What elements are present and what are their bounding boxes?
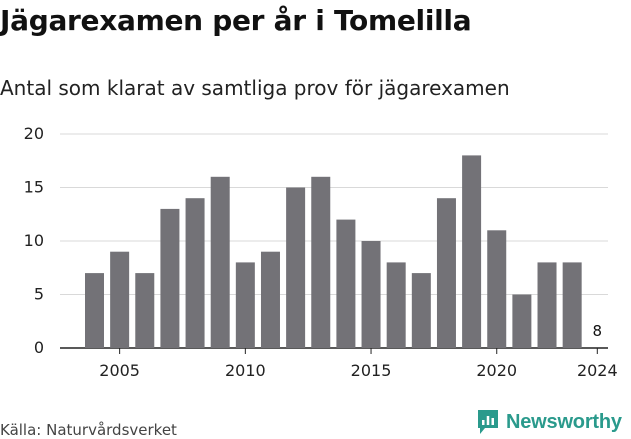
source-note: Källa: Naturvårdsverket [0,421,177,439]
x-tick-label: 2010 [225,361,266,380]
bar [85,273,104,348]
x-tick-label: 2015 [351,361,392,380]
bars [85,155,582,348]
bar [562,262,582,348]
brand-logo: Newsworthy [476,408,622,436]
bar [537,262,557,348]
bar [160,208,180,348]
data-labels: 8 [593,322,603,340]
chart-title: Jägarexamen per år i Tomelilla [0,4,472,37]
y-tick-label: 5 [34,285,44,304]
newsworthy-logo-icon [478,410,498,434]
bar [260,251,280,348]
bar [386,262,406,348]
bar [462,155,482,348]
data-label: 8 [593,322,603,340]
bar [286,187,306,348]
bar [436,198,456,348]
bar [487,230,507,348]
y-tick-label: 20 [24,124,44,143]
x-tick-label: 2005 [99,361,140,380]
x-axis-ticks: 2005 2010 2015 2020 2024 [99,348,618,380]
bar [110,251,130,348]
y-tick-label: 15 [24,178,44,197]
y-tick-label: 0 [34,338,44,357]
bar [210,176,230,348]
bar [311,176,331,348]
y-axis-ticks: 0 5 10 15 20 [24,124,44,357]
bar [411,273,431,348]
bar [135,273,155,348]
bar-chart: 0 5 10 15 20 2005 2010 2015 2020 2024 8 [24,124,618,380]
brand-name: Newsworthy [506,410,622,433]
x-tick-label: 2024 [577,361,618,380]
x-tick-label: 2020 [476,361,517,380]
bar [361,241,381,348]
bar [235,262,255,348]
bar [185,198,205,348]
chart-subtitle: Antal som klarat av samtliga prov för jä… [0,76,510,100]
bar [512,294,532,348]
bar [336,219,356,348]
y-tick-label: 10 [24,231,44,250]
